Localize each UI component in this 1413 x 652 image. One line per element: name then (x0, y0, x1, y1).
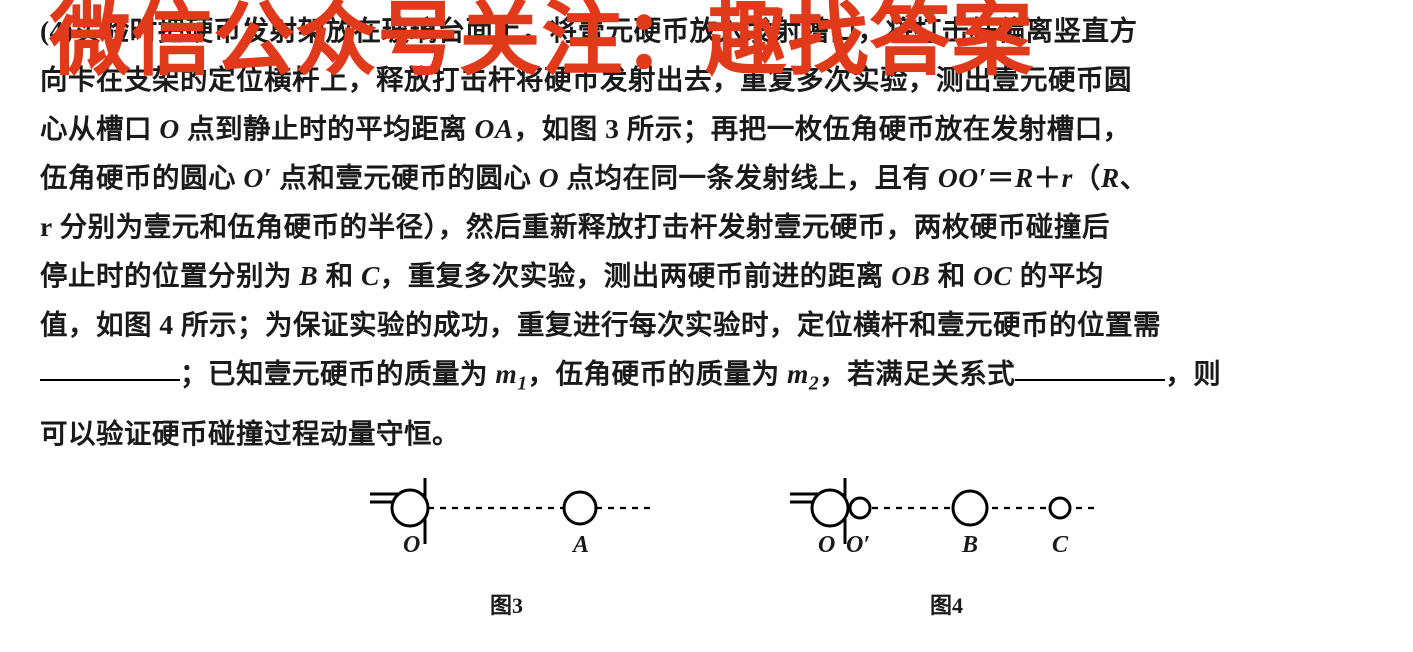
fig3-label-A: A (573, 532, 589, 559)
line-6: 停止时的位置分别为 B 和 C，重复多次实验，测出两硬币前进的距离 OB 和 O… (40, 251, 1380, 300)
fig4-coin-C (1050, 498, 1070, 518)
fig3-label-O: O (403, 532, 420, 559)
var-R: R (1015, 162, 1034, 193)
line-4: 伍角硬币的圆心 O′ 点和壹元硬币的圆心 O 点均在同一条发射线上，且有 OO′… (40, 153, 1380, 202)
fig4-label-Oprime: O′ (846, 532, 870, 559)
fig4-coin-B (953, 491, 987, 525)
blank-position (40, 352, 180, 382)
var-OC: OC (973, 260, 1012, 291)
line-8: ；已知壹元硬币的质量为 m1，伍角硬币的质量为 m2，若满足关系式，则 (40, 349, 1380, 409)
line-3: 心从槽口 O 点到静止时的平均距离 OA，如图 3 所示；再把一枚伍角硬币放在发… (40, 104, 1380, 153)
fig4-caption: 图4 (930, 588, 963, 620)
figures-row: O A 图3 O O′ (0, 478, 1413, 648)
question-body: (4)实验时把硬币发射架放在玻璃台面上，将壹元硬币放入发射槽口，将打击杆偏离竖直… (40, 6, 1380, 458)
figure-3: O A 图3 (370, 478, 670, 573)
line-1: (4)实验时把硬币发射架放在玻璃台面上，将壹元硬币放入发射槽口，将打击杆偏离竖直… (40, 6, 1380, 55)
figure-4: O O′ B C 图4 (790, 478, 1110, 573)
fig4-coin-Oprime (850, 498, 870, 518)
line-5: r 分别为壹元和伍角硬币的半径），然后重新释放打击杆发射壹元硬币，两枚硬币碰撞后 (40, 202, 1380, 251)
var-OB: OB (891, 260, 930, 291)
var-OOprime: OO′ (938, 162, 987, 193)
fig3-coin-O (392, 490, 428, 526)
fig4-label-C: C (1052, 532, 1068, 559)
page-root: (4)实验时把硬币发射架放在玻璃台面上，将壹元硬币放入发射槽口，将打击杆偏离竖直… (0, 0, 1413, 652)
fig3-coin-A (564, 492, 596, 524)
var-r: r (1062, 162, 1073, 193)
blank-relation (1015, 352, 1165, 382)
line-7: 值，如图 4 所示；为保证实验的成功，重复进行每次实验时，定位横杆和壹元硬币的位… (40, 300, 1380, 349)
var-OA: OA (475, 113, 514, 144)
fig4-label-B: B (962, 532, 978, 559)
fig4-label-O: O (818, 532, 835, 559)
line-9: 可以验证硬币碰撞过程动量守恒。 (40, 409, 1380, 458)
fig4-coin-O (812, 490, 848, 526)
line-2: 向卡在支架的定位横杆上，释放打击杆将硬币发射出去，重复多次实验，测出壹元硬币圆 (40, 55, 1380, 104)
fig3-caption: 图3 (490, 588, 523, 620)
